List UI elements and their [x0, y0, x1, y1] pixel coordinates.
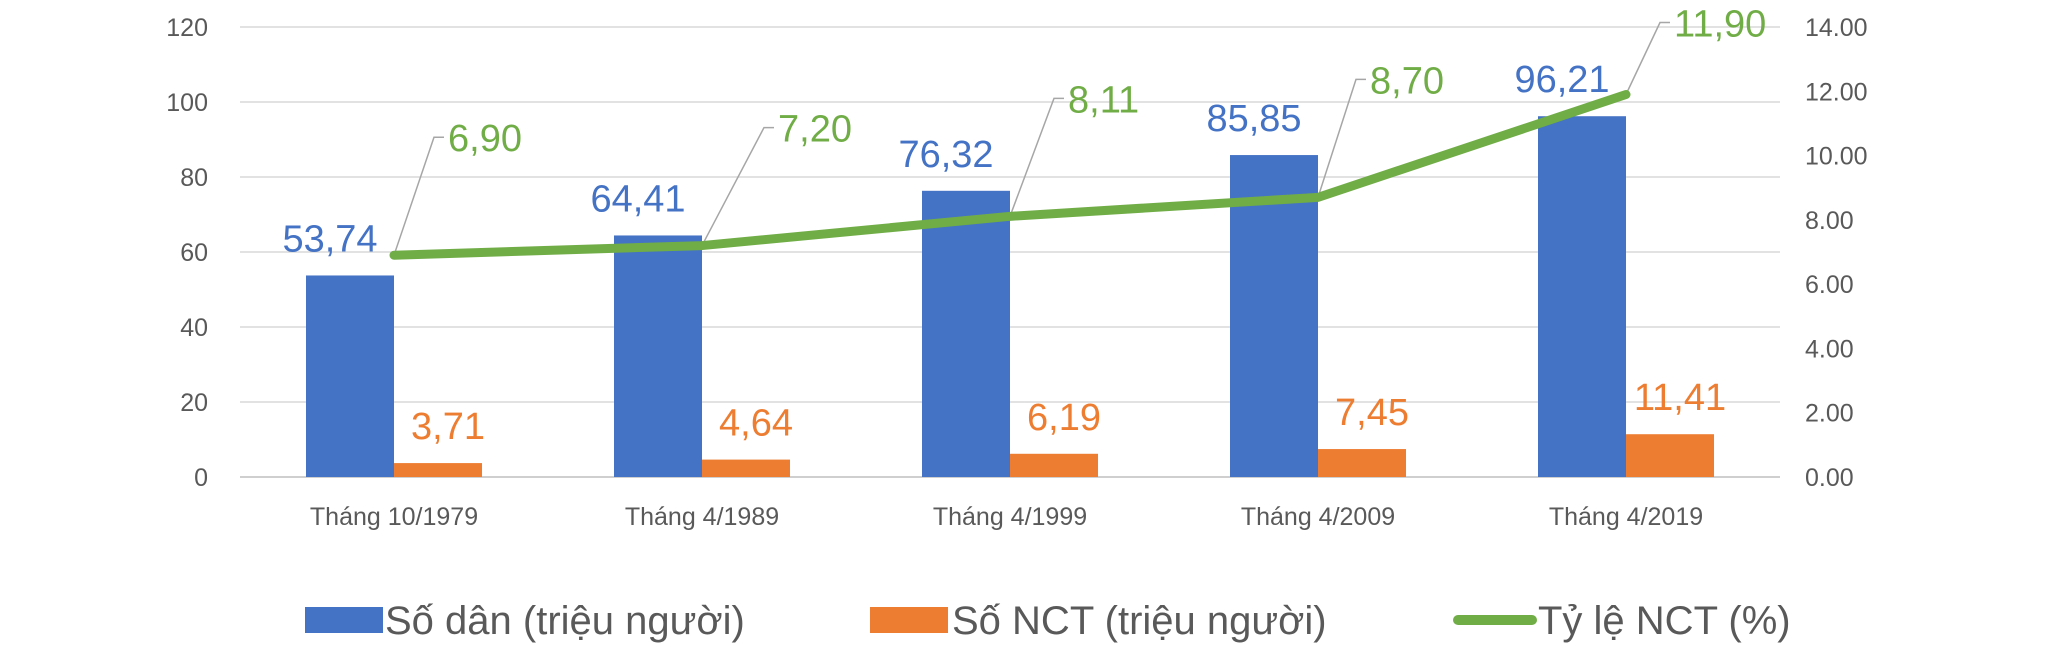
y-right-tick-label: 14.00	[1805, 14, 1868, 42]
y-right-tick-label: 4.00	[1805, 335, 1854, 363]
legend-swatch-elderly	[870, 607, 948, 633]
population-bar	[922, 190, 1010, 478]
population-bar	[1230, 155, 1318, 477]
elderly-data-label: 3,71	[411, 406, 485, 448]
y-left-tick-label: 120	[166, 14, 208, 42]
elderly-bar	[1010, 453, 1098, 477]
label-leader-line	[1317, 78, 1366, 198]
ratio-series-line	[389, 90, 1631, 260]
population-data-label: 96,21	[1514, 59, 1609, 101]
legend-label-ratio: Tỷ lệ NCT (%)	[1538, 599, 1791, 643]
x-category-label: Tháng 10/1979	[310, 503, 478, 531]
population-bar	[1538, 116, 1626, 478]
elderly-data-label: 11,41	[1634, 377, 1726, 419]
elderly-bar	[394, 463, 482, 477]
elderly-data-label: 4,64	[719, 403, 793, 445]
x-category-label: Tháng 4/1989	[625, 503, 779, 531]
population-data-label: 85,85	[1206, 98, 1301, 140]
legend-label-elderly: Số NCT (triệu người)	[952, 599, 1327, 643]
ratio-data-label: 8,11	[1068, 79, 1139, 121]
y-right-tick-label: 12.00	[1805, 78, 1868, 106]
population-data-label: 53,74	[282, 218, 377, 260]
elderly-bar	[1626, 434, 1714, 477]
ratio-data-label: 11,90	[1674, 4, 1766, 46]
elderly-bar	[702, 459, 790, 477]
y-right-tick-label: 0.00	[1805, 464, 1854, 492]
ratio-data-label: 8,70	[1370, 60, 1444, 102]
y-right-tick-label: 8.00	[1805, 207, 1854, 235]
y-right-tick-label: 6.00	[1805, 271, 1854, 299]
y-right-tick-label: 10.00	[1805, 143, 1868, 171]
data-labels: 53,74 64,41 76,32 85,85 96,21 3,71 4,64 6,19 7,4…	[282, 4, 1766, 449]
line-label-leaders	[393, 21, 1670, 256]
population-data-label: 64,41	[590, 178, 685, 220]
bars	[306, 116, 1714, 478]
ratio-data-label: 6,90	[448, 118, 522, 160]
y-right-tick-label: 2.00	[1805, 400, 1854, 428]
label-leader-line	[393, 136, 444, 256]
x-category-label: Tháng 4/2019	[1549, 503, 1703, 531]
label-leader-line	[1625, 21, 1670, 95]
x-axis: Tháng 10/1979 Tháng 4/1989 Tháng 4/1999 Thá…	[310, 503, 1703, 531]
legend-label-population: Số dân (triệu người)	[385, 599, 745, 643]
y-left-tick-label: 60	[180, 239, 208, 267]
elderly-data-label: 7,45	[1335, 392, 1409, 434]
y-left-tick-label: 100	[166, 89, 208, 117]
elderly-data-label: 6,19	[1027, 397, 1101, 439]
y-left-tick-label: 20	[180, 389, 208, 417]
legend-swatch-population	[305, 607, 383, 633]
population-bar	[306, 275, 394, 477]
y-axis-right: 0.00 2.00 4.00 6.00 8.00 10.00 12.00 14.00	[1805, 14, 1868, 492]
x-category-label: Tháng 4/2009	[1241, 503, 1395, 531]
y-left-tick-label: 40	[180, 314, 208, 342]
elderly-bar	[1318, 449, 1406, 477]
label-leader-line	[701, 126, 774, 246]
y-left-tick-label: 80	[180, 164, 208, 192]
ratio-line	[389, 90, 1631, 260]
y-axis-left: 0 20 40 60 80 100 120	[166, 14, 208, 492]
population-bar	[614, 235, 702, 477]
legend: Số dân (triệu người) Số NCT (triệu người)…	[305, 599, 1791, 643]
ratio-data-label: 7,20	[778, 109, 852, 151]
label-leader-line	[1009, 97, 1064, 217]
x-category-label: Tháng 4/1999	[933, 503, 1087, 531]
population-data-label: 76,32	[898, 134, 993, 176]
y-left-tick-label: 0	[194, 464, 208, 492]
